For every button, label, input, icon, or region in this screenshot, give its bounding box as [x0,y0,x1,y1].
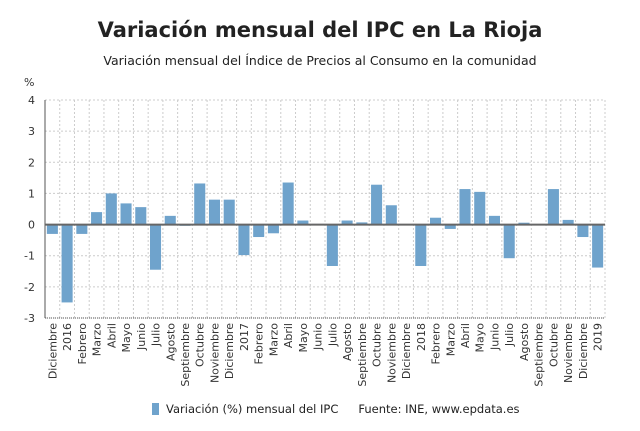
x-tick-label: Octubre [194,323,207,367]
x-tick-label: Marzo [91,323,104,357]
bar [488,215,500,225]
x-tick-label: Febrero [430,323,443,365]
x-tick-label: Noviembre [208,323,221,383]
x-tick-label: Julio [503,323,516,347]
x-tick-label: Julio [326,323,339,347]
bar [208,199,220,225]
chart-title: Variación mensual del IPC en La Rioja [97,18,543,42]
y-tick-label: 4 [28,94,35,107]
legend: Variación (%) mensual del IPC Fuente: IN… [152,402,520,416]
bar [223,199,235,225]
bar [297,220,309,225]
x-tick-label: Junio [312,323,325,351]
bar [194,183,206,225]
x-tick-label: Diciembre [577,323,590,379]
bar [592,224,604,268]
x-tick-label: Marzo [267,323,280,357]
bar [444,224,456,229]
bar [474,191,486,225]
x-tick-label: 2019 [592,323,605,351]
bar [135,207,147,225]
x-tick-label: Diciembre [46,323,59,379]
x-tick-label: Abril [282,323,295,348]
bar [430,217,442,225]
bar [91,212,103,225]
x-tick-label: Noviembre [385,323,398,383]
x-tick-label: Octubre [371,323,384,367]
bar [282,182,294,225]
x-tick-label: Octubre [547,323,560,367]
x-tick-label: Julio [150,323,163,347]
x-tick-label: Febrero [253,323,266,365]
bar [238,224,250,256]
bar [577,224,589,238]
bar [326,224,338,266]
chart-subtitle: Variación mensual del Índice de Precios … [103,53,537,68]
bar [547,189,559,225]
bar [120,203,132,225]
bar [356,222,368,225]
x-tick-label: Junio [135,323,148,351]
x-tick-label: Septiembre [356,323,369,387]
x-tick-label: Marzo [444,323,457,357]
y-axis-label: % [24,76,34,89]
x-tick-label: Septiembre [533,323,546,387]
x-tick-label: 2016 [61,323,74,351]
x-tick-label: Agosto [341,323,354,361]
y-tick-label: -2 [24,281,35,294]
bar [341,220,353,225]
bar [415,224,427,266]
bar [105,193,117,225]
y-tick-label: 1 [28,187,35,200]
x-tick-label: Mayo [120,323,133,353]
x-tick-label: Febrero [76,323,89,365]
x-tick-label: Mayo [297,323,310,353]
bar [61,224,73,303]
bar [562,219,574,225]
bar [503,224,515,259]
x-tick-label: 2018 [415,323,428,351]
bar [164,215,176,225]
x-tick-label: Septiembre [179,323,192,387]
x-tick-label: Agosto [518,323,531,361]
bar [150,224,162,270]
y-tick-label: 2 [28,156,35,169]
x-tick-label: Noviembre [562,323,575,383]
bar [385,205,397,225]
x-tick-label: Diciembre [223,323,236,379]
bar [459,189,471,225]
x-tick-label: Abril [105,323,118,348]
x-tick-label: Junio [488,323,501,351]
legend-swatch [152,403,159,415]
legend-label: Variación (%) mensual del IPC [166,402,339,416]
bar [46,224,58,234]
y-tick-label: 3 [28,125,35,138]
y-tick-label: -3 [24,312,35,325]
x-tick-label: Diciembre [400,323,413,379]
bar [76,224,88,234]
x-tick-label: Agosto [164,323,177,361]
y-tick-label: -1 [24,250,35,263]
bar [253,224,265,238]
x-tick-label: 2017 [238,323,251,351]
source-note: Fuente: INE, www.epdata.es [358,402,520,416]
y-tick-label: 0 [28,219,35,232]
x-tick-label: Mayo [474,323,487,353]
bar [371,184,383,225]
x-tick-label: Abril [459,323,472,348]
bar [267,224,279,234]
